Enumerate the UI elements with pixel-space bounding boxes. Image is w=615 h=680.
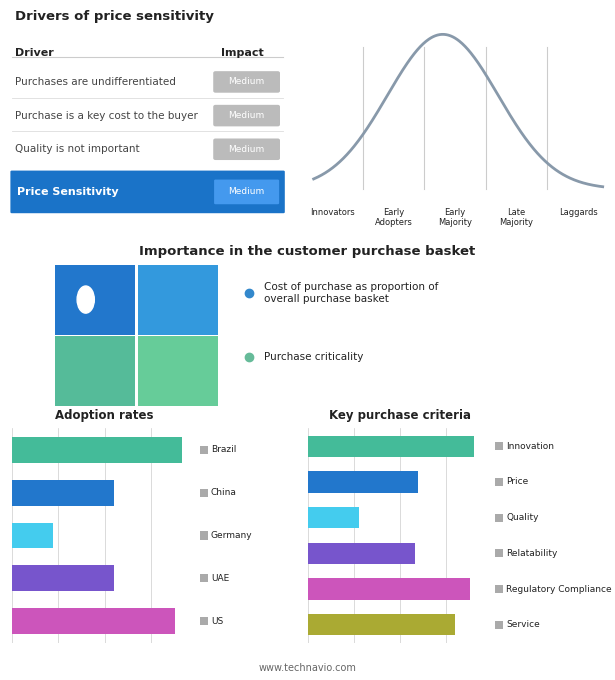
Text: UAE: UAE bbox=[211, 574, 229, 583]
Text: Importance in the customer purchase basket: Importance in the customer purchase bask… bbox=[140, 245, 475, 258]
Text: Quality is not important: Quality is not important bbox=[15, 144, 139, 154]
Bar bbox=[308, 543, 415, 564]
Text: Quality: Quality bbox=[506, 513, 539, 522]
Text: US: US bbox=[211, 617, 223, 626]
Bar bbox=[55, 336, 135, 405]
Text: Relatability: Relatability bbox=[506, 549, 558, 558]
Text: Purchases are undifferentiated: Purchases are undifferentiated bbox=[15, 77, 175, 87]
Text: Innovation: Innovation bbox=[506, 442, 554, 451]
Bar bbox=[12, 566, 114, 591]
Text: Price Sensitivity: Price Sensitivity bbox=[17, 187, 119, 197]
Text: Brazil: Brazil bbox=[211, 445, 236, 454]
Text: Price: Price bbox=[506, 477, 528, 486]
Bar bbox=[55, 265, 135, 335]
Text: Purchase is a key cost to the buyer: Purchase is a key cost to the buyer bbox=[15, 111, 197, 120]
Text: Cost of purchase as proportion of
overall purchase basket: Cost of purchase as proportion of overal… bbox=[264, 282, 439, 304]
Text: Late
Majority: Late Majority bbox=[499, 207, 534, 227]
Bar bbox=[12, 437, 182, 462]
Ellipse shape bbox=[77, 286, 94, 313]
Text: Medium: Medium bbox=[229, 188, 264, 197]
Text: Early
Majority: Early Majority bbox=[438, 207, 472, 227]
Bar bbox=[138, 336, 218, 405]
FancyBboxPatch shape bbox=[213, 105, 280, 126]
Bar bbox=[12, 480, 114, 505]
Text: Laggards: Laggards bbox=[558, 207, 598, 217]
Text: Medium: Medium bbox=[229, 78, 264, 86]
Text: Key purchase criteria: Key purchase criteria bbox=[329, 409, 470, 422]
Bar bbox=[12, 523, 53, 548]
FancyBboxPatch shape bbox=[213, 139, 280, 160]
Text: Medium: Medium bbox=[229, 111, 264, 120]
Text: www.technavio.com: www.technavio.com bbox=[258, 663, 357, 673]
Text: Driver: Driver bbox=[15, 48, 54, 58]
Text: Germany: Germany bbox=[211, 531, 253, 540]
Text: Drivers of price sensitivity: Drivers of price sensitivity bbox=[15, 10, 213, 23]
Text: Purchase criticality: Purchase criticality bbox=[264, 352, 364, 362]
Text: Service: Service bbox=[506, 620, 540, 629]
Text: Regulatory Compliance: Regulatory Compliance bbox=[506, 585, 612, 594]
Bar bbox=[308, 436, 474, 457]
Bar bbox=[12, 609, 175, 634]
Bar bbox=[308, 507, 359, 528]
FancyBboxPatch shape bbox=[213, 71, 280, 92]
Bar bbox=[308, 471, 418, 492]
Text: Impact: Impact bbox=[221, 48, 264, 58]
Bar bbox=[308, 614, 455, 635]
FancyBboxPatch shape bbox=[214, 180, 279, 204]
Text: Medium: Medium bbox=[229, 145, 264, 154]
Bar bbox=[138, 265, 218, 335]
Text: Early
Adopters: Early Adopters bbox=[375, 207, 413, 227]
FancyBboxPatch shape bbox=[10, 171, 285, 214]
Text: Adoption rates: Adoption rates bbox=[55, 409, 154, 422]
Text: China: China bbox=[211, 488, 237, 497]
Bar bbox=[308, 578, 470, 600]
Text: Innovators: Innovators bbox=[310, 207, 354, 217]
